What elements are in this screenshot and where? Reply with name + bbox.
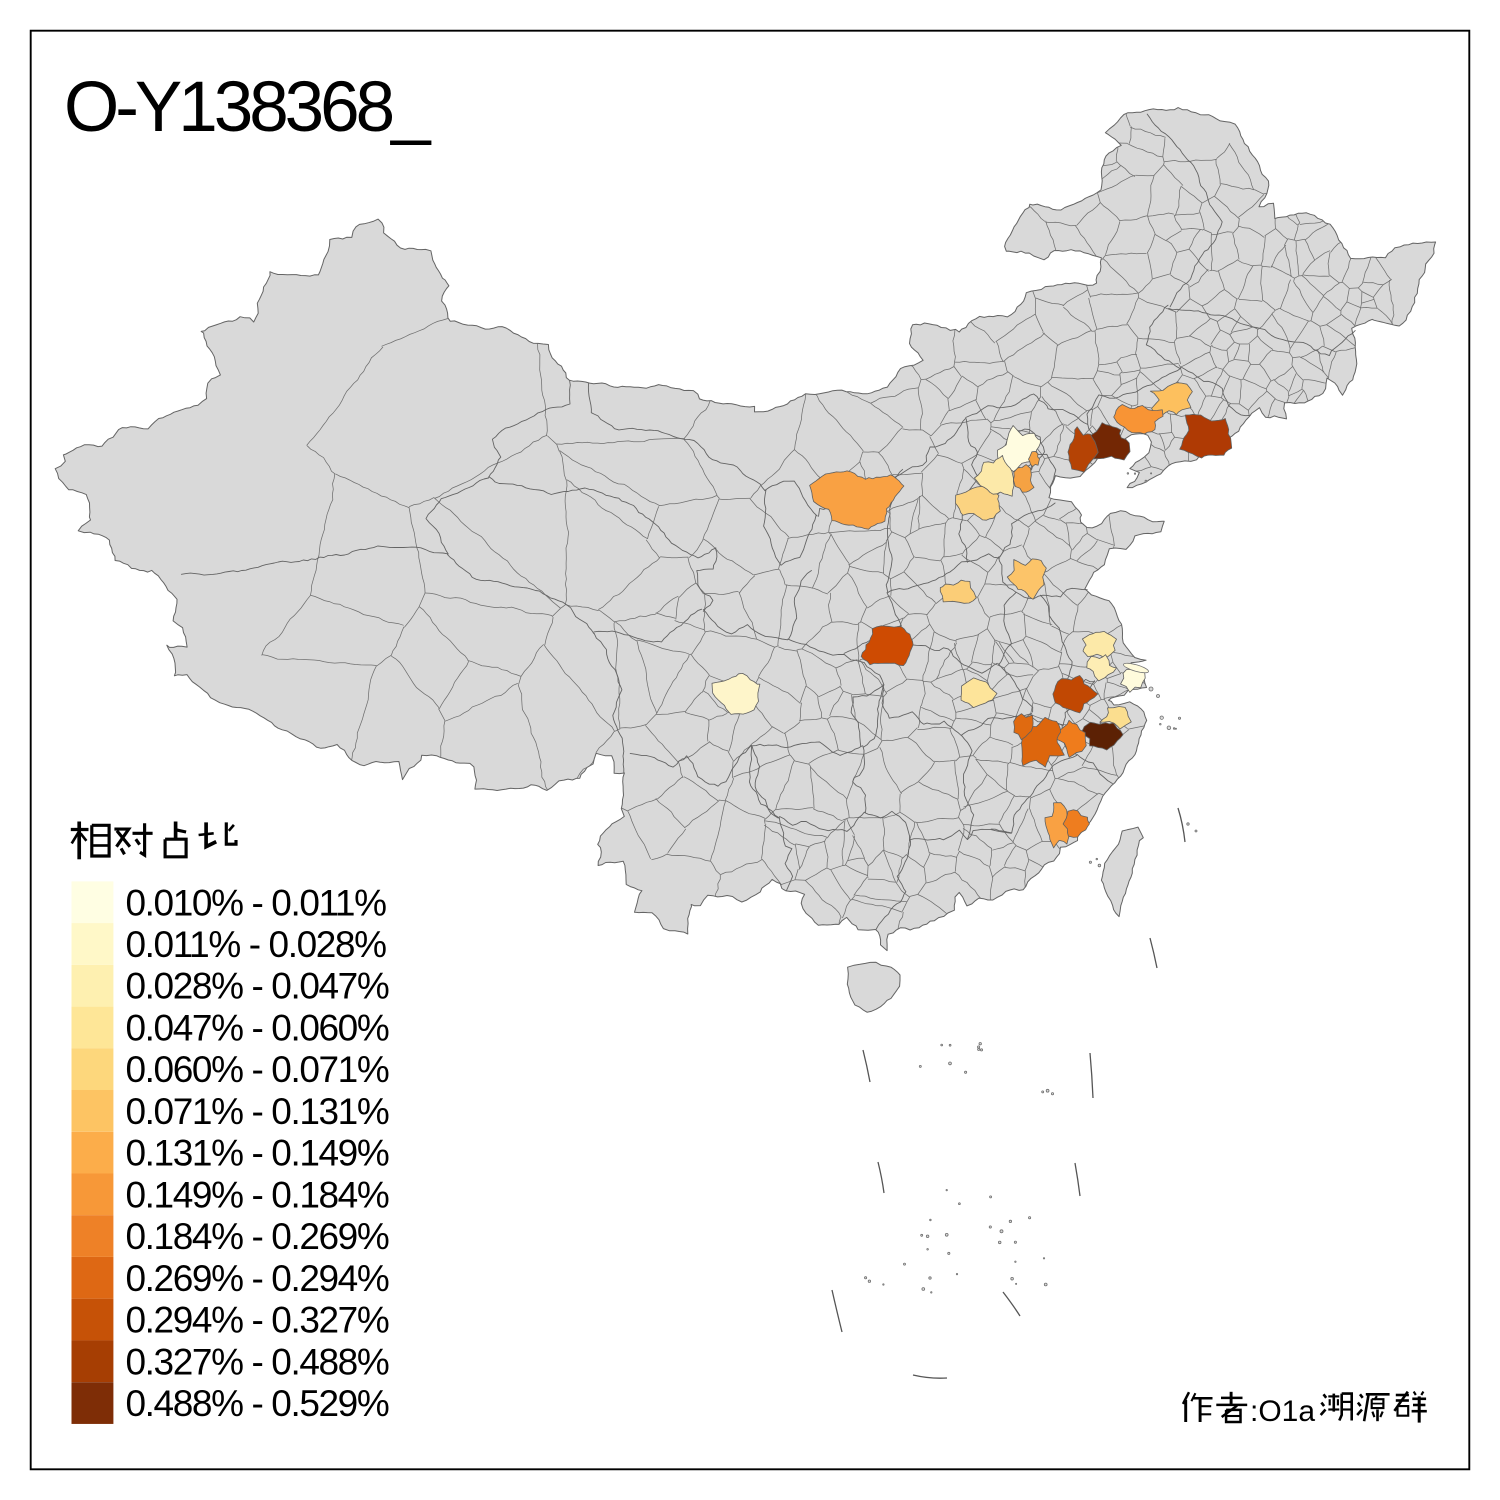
svg-text:0.184% - 0.269%: 0.184% - 0.269% <box>126 1216 389 1257</box>
svg-text:0.294% - 0.327%: 0.294% - 0.327% <box>126 1300 389 1341</box>
svg-text:0.131% - 0.149%: 0.131% - 0.149% <box>126 1133 389 1174</box>
svg-text:0.060% - 0.071%: 0.060% - 0.071% <box>126 1049 389 1090</box>
svg-text:0.011% - 0.028%: 0.011% - 0.028% <box>126 924 387 965</box>
svg-text:0.488% - 0.529%: 0.488% - 0.529% <box>126 1383 389 1424</box>
svg-text:O-Y138368_: O-Y138368_ <box>64 68 432 147</box>
svg-text:0.047% - 0.060%: 0.047% - 0.060% <box>126 1008 389 1049</box>
svg-text:0.327% - 0.488%: 0.327% - 0.488% <box>126 1341 389 1382</box>
svg-text:0.149% - 0.184%: 0.149% - 0.184% <box>126 1174 389 1215</box>
svg-text:0.071% - 0.131%: 0.071% - 0.131% <box>126 1091 389 1132</box>
svg-text:0.010% - 0.011%: 0.010% - 0.011% <box>126 882 387 923</box>
svg-text:0.269% - 0.294%: 0.269% - 0.294% <box>126 1258 389 1299</box>
svg-text::O1a: :O1a <box>1250 1395 1315 1428</box>
svg-text:0.028% - 0.047%: 0.028% - 0.047% <box>126 966 389 1007</box>
